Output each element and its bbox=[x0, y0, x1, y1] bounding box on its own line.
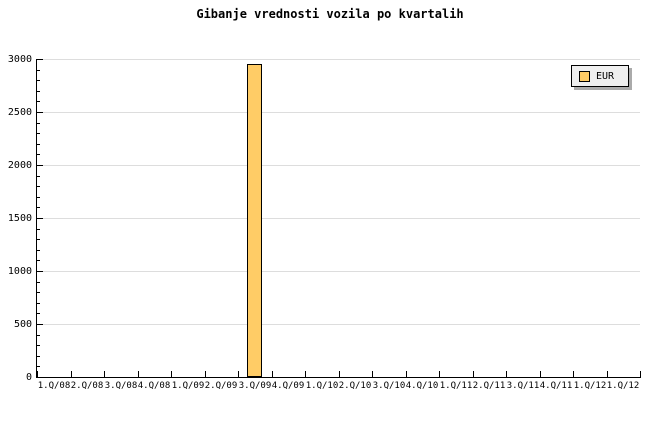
gridline-500 bbox=[37, 324, 640, 325]
y-major-tick bbox=[37, 218, 43, 219]
gridline-2500 bbox=[37, 112, 640, 113]
x-tick bbox=[138, 371, 139, 377]
x-axis-label: 2.Q/11 bbox=[472, 381, 506, 391]
y-minor-tick bbox=[37, 176, 40, 177]
y-minor-tick bbox=[37, 70, 40, 71]
gridline-1500 bbox=[37, 218, 640, 219]
y-minor-tick bbox=[37, 197, 40, 198]
x-axis-label: 1.Q/12 bbox=[606, 381, 640, 391]
y-axis bbox=[36, 59, 37, 378]
x-axis-label: 1.Q/09 bbox=[171, 381, 205, 391]
x-tick bbox=[372, 371, 373, 377]
y-minor-tick bbox=[37, 229, 40, 230]
legend-swatch-eur bbox=[579, 70, 590, 82]
y-axis-label: 500 bbox=[13, 319, 32, 330]
y-axis-label: 1500 bbox=[7, 213, 32, 224]
x-tick bbox=[607, 371, 608, 377]
x-tick bbox=[272, 371, 273, 377]
bar-3.Q/09 bbox=[247, 64, 262, 377]
y-major-tick bbox=[37, 324, 43, 325]
x-tick bbox=[439, 371, 440, 377]
y-minor-tick bbox=[37, 207, 40, 208]
y-major-tick bbox=[37, 271, 43, 272]
x-axis-label: 3.Q/11 bbox=[506, 381, 540, 391]
x-tick bbox=[238, 371, 239, 377]
x-axis-label: 3.Q/09 bbox=[238, 381, 272, 391]
x-tick bbox=[473, 371, 474, 377]
gridline-2000 bbox=[37, 165, 640, 166]
x-axis-label: 1.Q/12 bbox=[573, 381, 607, 391]
x-tick bbox=[506, 371, 507, 377]
y-axis-label: 2500 bbox=[7, 107, 32, 118]
x-tick bbox=[37, 371, 38, 377]
y-minor-tick bbox=[37, 366, 40, 367]
y-minor-tick bbox=[37, 313, 40, 314]
legend: EUR bbox=[571, 65, 629, 87]
x-tick bbox=[104, 371, 105, 377]
gridline-1000 bbox=[37, 271, 640, 272]
y-major-tick bbox=[37, 165, 43, 166]
y-minor-tick bbox=[37, 144, 40, 145]
x-axis bbox=[36, 377, 641, 378]
x-tick bbox=[205, 371, 206, 377]
x-axis-label: 4.Q/11 bbox=[539, 381, 573, 391]
y-minor-tick bbox=[37, 356, 40, 357]
x-tick bbox=[171, 371, 172, 377]
legend-label-eur: EUR bbox=[596, 70, 615, 82]
y-major-tick bbox=[37, 59, 43, 60]
y-minor-tick bbox=[37, 123, 40, 124]
y-minor-tick bbox=[37, 345, 40, 346]
y-minor-tick bbox=[37, 292, 40, 293]
y-minor-tick bbox=[37, 80, 40, 81]
x-axis-label: 3.Q/10 bbox=[372, 381, 406, 391]
y-minor-tick bbox=[37, 239, 40, 240]
y-minor-tick bbox=[37, 101, 40, 102]
y-minor-tick bbox=[37, 303, 40, 304]
y-axis-label: 3000 bbox=[7, 54, 32, 65]
x-tick bbox=[305, 371, 306, 377]
y-minor-tick bbox=[37, 133, 40, 134]
x-axis-label: 4.Q/10 bbox=[405, 381, 439, 391]
x-tick bbox=[71, 371, 72, 377]
y-minor-tick bbox=[37, 260, 40, 261]
chart-title: Gibanje vrednosti vozila po kvartalih bbox=[196, 7, 464, 21]
x-axis-label: 1.Q/10 bbox=[305, 381, 339, 391]
y-minor-tick bbox=[37, 250, 40, 251]
y-major-tick bbox=[37, 112, 43, 113]
y-minor-tick bbox=[37, 335, 40, 336]
x-axis-label: 2.Q/08 bbox=[70, 381, 104, 391]
x-tick bbox=[339, 371, 340, 377]
x-axis-label: 1.Q/08 bbox=[37, 381, 71, 391]
x-axis-label: 2.Q/10 bbox=[338, 381, 372, 391]
x-axis-label: 4.Q/09 bbox=[271, 381, 305, 391]
y-axis-label: 0 bbox=[25, 372, 32, 383]
y-minor-tick bbox=[37, 186, 40, 187]
x-tick bbox=[573, 371, 574, 377]
x-axis-label: 2.Q/09 bbox=[204, 381, 238, 391]
y-minor-tick bbox=[37, 91, 40, 92]
y-minor-tick bbox=[37, 154, 40, 155]
y-axis-label: 1000 bbox=[7, 266, 32, 277]
x-tick bbox=[540, 371, 541, 377]
y-minor-tick bbox=[37, 282, 40, 283]
gridline-3000 bbox=[37, 59, 640, 60]
x-axis-label: 1.Q/11 bbox=[439, 381, 473, 391]
x-tick bbox=[406, 371, 407, 377]
x-tick bbox=[640, 371, 641, 377]
x-axis-label: 3.Q/08 bbox=[104, 381, 138, 391]
x-axis-label: 4.Q/08 bbox=[137, 381, 171, 391]
y-axis-label: 2000 bbox=[7, 160, 32, 171]
